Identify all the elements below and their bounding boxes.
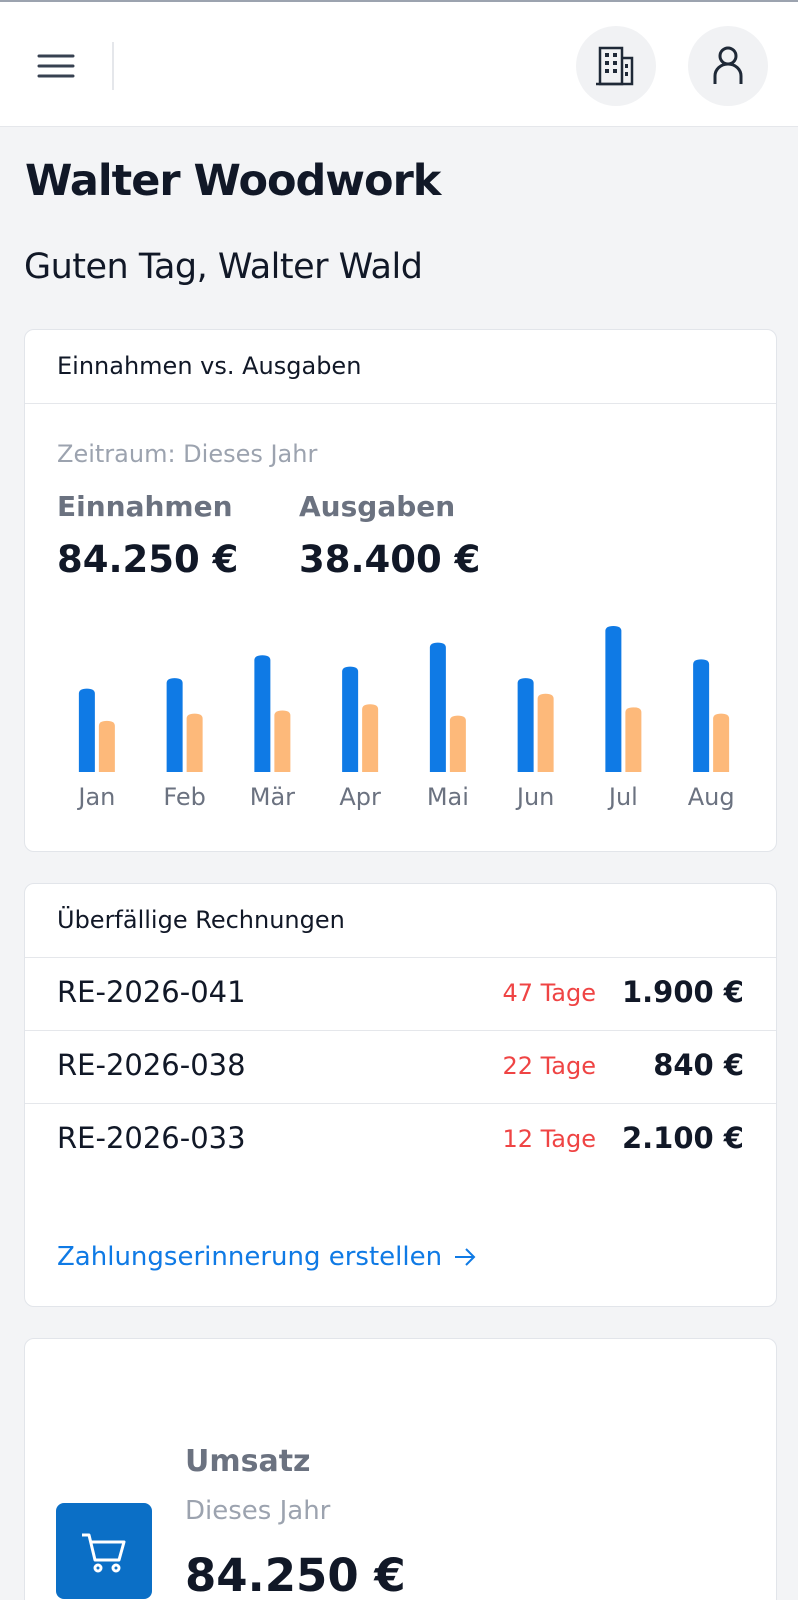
arrow-icon (455, 1248, 476, 1266)
income-value: 84.250 € (57, 538, 239, 581)
expense-value: 38.400 € (299, 538, 481, 581)
period: Zeitraum: Dieses Jahr (57, 440, 318, 468)
bar (254, 655, 271, 772)
card-title: Einnahmen vs. Ausgaben (57, 352, 362, 380)
x-tick-label: Mai (427, 783, 469, 811)
x-tick-label: Jul (607, 783, 638, 811)
menu-button[interactable] (36, 50, 76, 82)
profile-button[interactable] (688, 26, 768, 106)
cart-icon (56, 1503, 152, 1599)
bar (362, 704, 379, 772)
x-tick-label: Jan (76, 783, 115, 811)
overdue-days: 47 Tage (502, 979, 596, 1007)
overdue-days: 12 Tage (502, 1125, 596, 1153)
x-tick-label: Jun (515, 783, 555, 811)
bar (429, 642, 446, 772)
amount: 2.100 € (621, 1121, 744, 1155)
x-tick-label: Mär (250, 783, 295, 811)
company-name: Walter Woodwork (25, 156, 441, 206)
reminder-link[interactable]: Zahlungserinnerung erstellen (57, 1242, 478, 1272)
divider (25, 1030, 776, 1031)
bar (342, 666, 359, 772)
bar (274, 710, 291, 772)
greeting: Guten Tag, Walter Wald (24, 247, 423, 287)
amount: 1.900 € (621, 975, 744, 1009)
card-title: Überfällige Rechnungen (57, 906, 345, 934)
bar (605, 626, 622, 772)
revenue-card: Umsatz Dieses Jahr 84.250 € (24, 1338, 777, 1600)
divider (25, 1103, 776, 1104)
invoice-id: RE-2026-041 (57, 975, 246, 1009)
income-label: Einnahmen (57, 490, 233, 523)
link-text: Zahlungserinnerung erstellen (57, 1242, 443, 1272)
top-bar (0, 0, 798, 127)
bar (713, 713, 730, 772)
bar (517, 678, 534, 772)
company-button[interactable] (576, 26, 656, 106)
invoice-id: RE-2026-033 (57, 1121, 246, 1155)
bar (537, 693, 554, 772)
overdue-card: Überfällige Rechnungen RE-2026-041 47 Tag… (24, 883, 777, 1307)
revenue-value: 84.250 € (185, 1549, 406, 1600)
bar (186, 713, 203, 772)
bar (166, 678, 183, 772)
revenue-period: Dieses Jahr (185, 1496, 331, 1526)
x-tick-label: Feb (163, 783, 206, 811)
bar (98, 720, 115, 772)
bar-chart: Jan Feb Mär Apr Mai Jun Jul Aug (76, 626, 735, 811)
divider (112, 42, 114, 90)
divider (25, 957, 776, 958)
divider (25, 403, 776, 404)
overdue-days: 22 Tage (502, 1052, 596, 1080)
revenue-title: Umsatz (185, 1444, 311, 1479)
bar (625, 707, 642, 772)
expense-label: Ausgaben (299, 490, 456, 523)
x-tick-label: Aug (688, 783, 735, 811)
x-tick-label: Apr (339, 783, 381, 811)
bar (78, 688, 95, 772)
invoice-id: RE-2026-038 (57, 1048, 246, 1082)
income-card: Einnahmen vs. Ausgaben Zeitraum: Dieses … (24, 329, 777, 852)
amount: 840 € (653, 1048, 744, 1082)
bar (449, 715, 466, 772)
bar (693, 659, 710, 772)
